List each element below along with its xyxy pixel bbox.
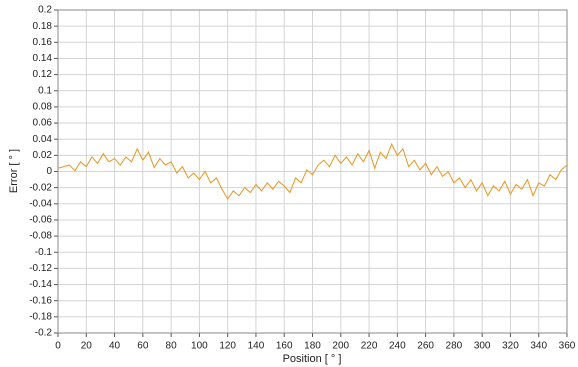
x-tick-label: 40 <box>109 341 121 352</box>
y-tick-label: 0.1 <box>38 85 52 96</box>
y-tick-label: -0.12 <box>29 263 52 274</box>
x-axis-title: Position [ ° ] <box>283 353 342 365</box>
x-tick-label: 100 <box>191 341 208 352</box>
x-tick-label: 20 <box>81 341 93 352</box>
y-tick-label: -0.06 <box>29 215 52 226</box>
y-tick-label: 0.2 <box>38 5 52 16</box>
y-tick-label: -0.08 <box>29 231 52 242</box>
x-tick-label: 0 <box>55 341 61 352</box>
y-tick-label: 0.08 <box>33 102 53 113</box>
y-tick-label: 0.14 <box>33 53 53 64</box>
x-tick-label: 220 <box>361 341 378 352</box>
y-tick-label: 0.04 <box>33 134 53 145</box>
x-tick-label: 60 <box>137 341 149 352</box>
y-tick-label: 0.12 <box>33 69 53 80</box>
y-tick-label: -0.16 <box>29 295 52 306</box>
data-line <box>57 142 568 200</box>
y-tick-label: 0 <box>46 166 52 177</box>
x-tick-label: 280 <box>446 341 463 352</box>
y-tick-label: -0.2 <box>35 328 53 339</box>
x-tick-label: 360 <box>559 341 576 352</box>
x-tick-label: 340 <box>530 341 547 352</box>
y-tick-label: -0.18 <box>29 311 52 322</box>
x-tick-label: 240 <box>389 341 406 352</box>
y-tick-label: -0.02 <box>29 182 52 193</box>
x-tick-label: 120 <box>219 341 236 352</box>
y-tick-label: -0.1 <box>35 247 53 258</box>
x-tick-label: 260 <box>417 341 434 352</box>
x-tick-label: 80 <box>166 341 178 352</box>
y-tick-label: -0.04 <box>29 198 52 209</box>
plot-border <box>57 9 568 334</box>
y-tick-label: 0.18 <box>33 21 53 32</box>
x-tick-label: 140 <box>248 341 265 352</box>
x-tick-label: 300 <box>474 341 491 352</box>
y-tick-label: 0.16 <box>33 37 53 48</box>
x-tick-label: 200 <box>332 341 349 352</box>
y-tick-label: 0.06 <box>33 118 53 129</box>
y-tick-label: -0.14 <box>29 279 52 290</box>
x-tick-label: 160 <box>276 341 293 352</box>
x-tick-label: 320 <box>502 341 519 352</box>
x-tick-label: 180 <box>304 341 321 352</box>
y-axis-title: Error [ ° ] <box>8 149 20 193</box>
y-tick-label: 0.02 <box>33 150 53 161</box>
